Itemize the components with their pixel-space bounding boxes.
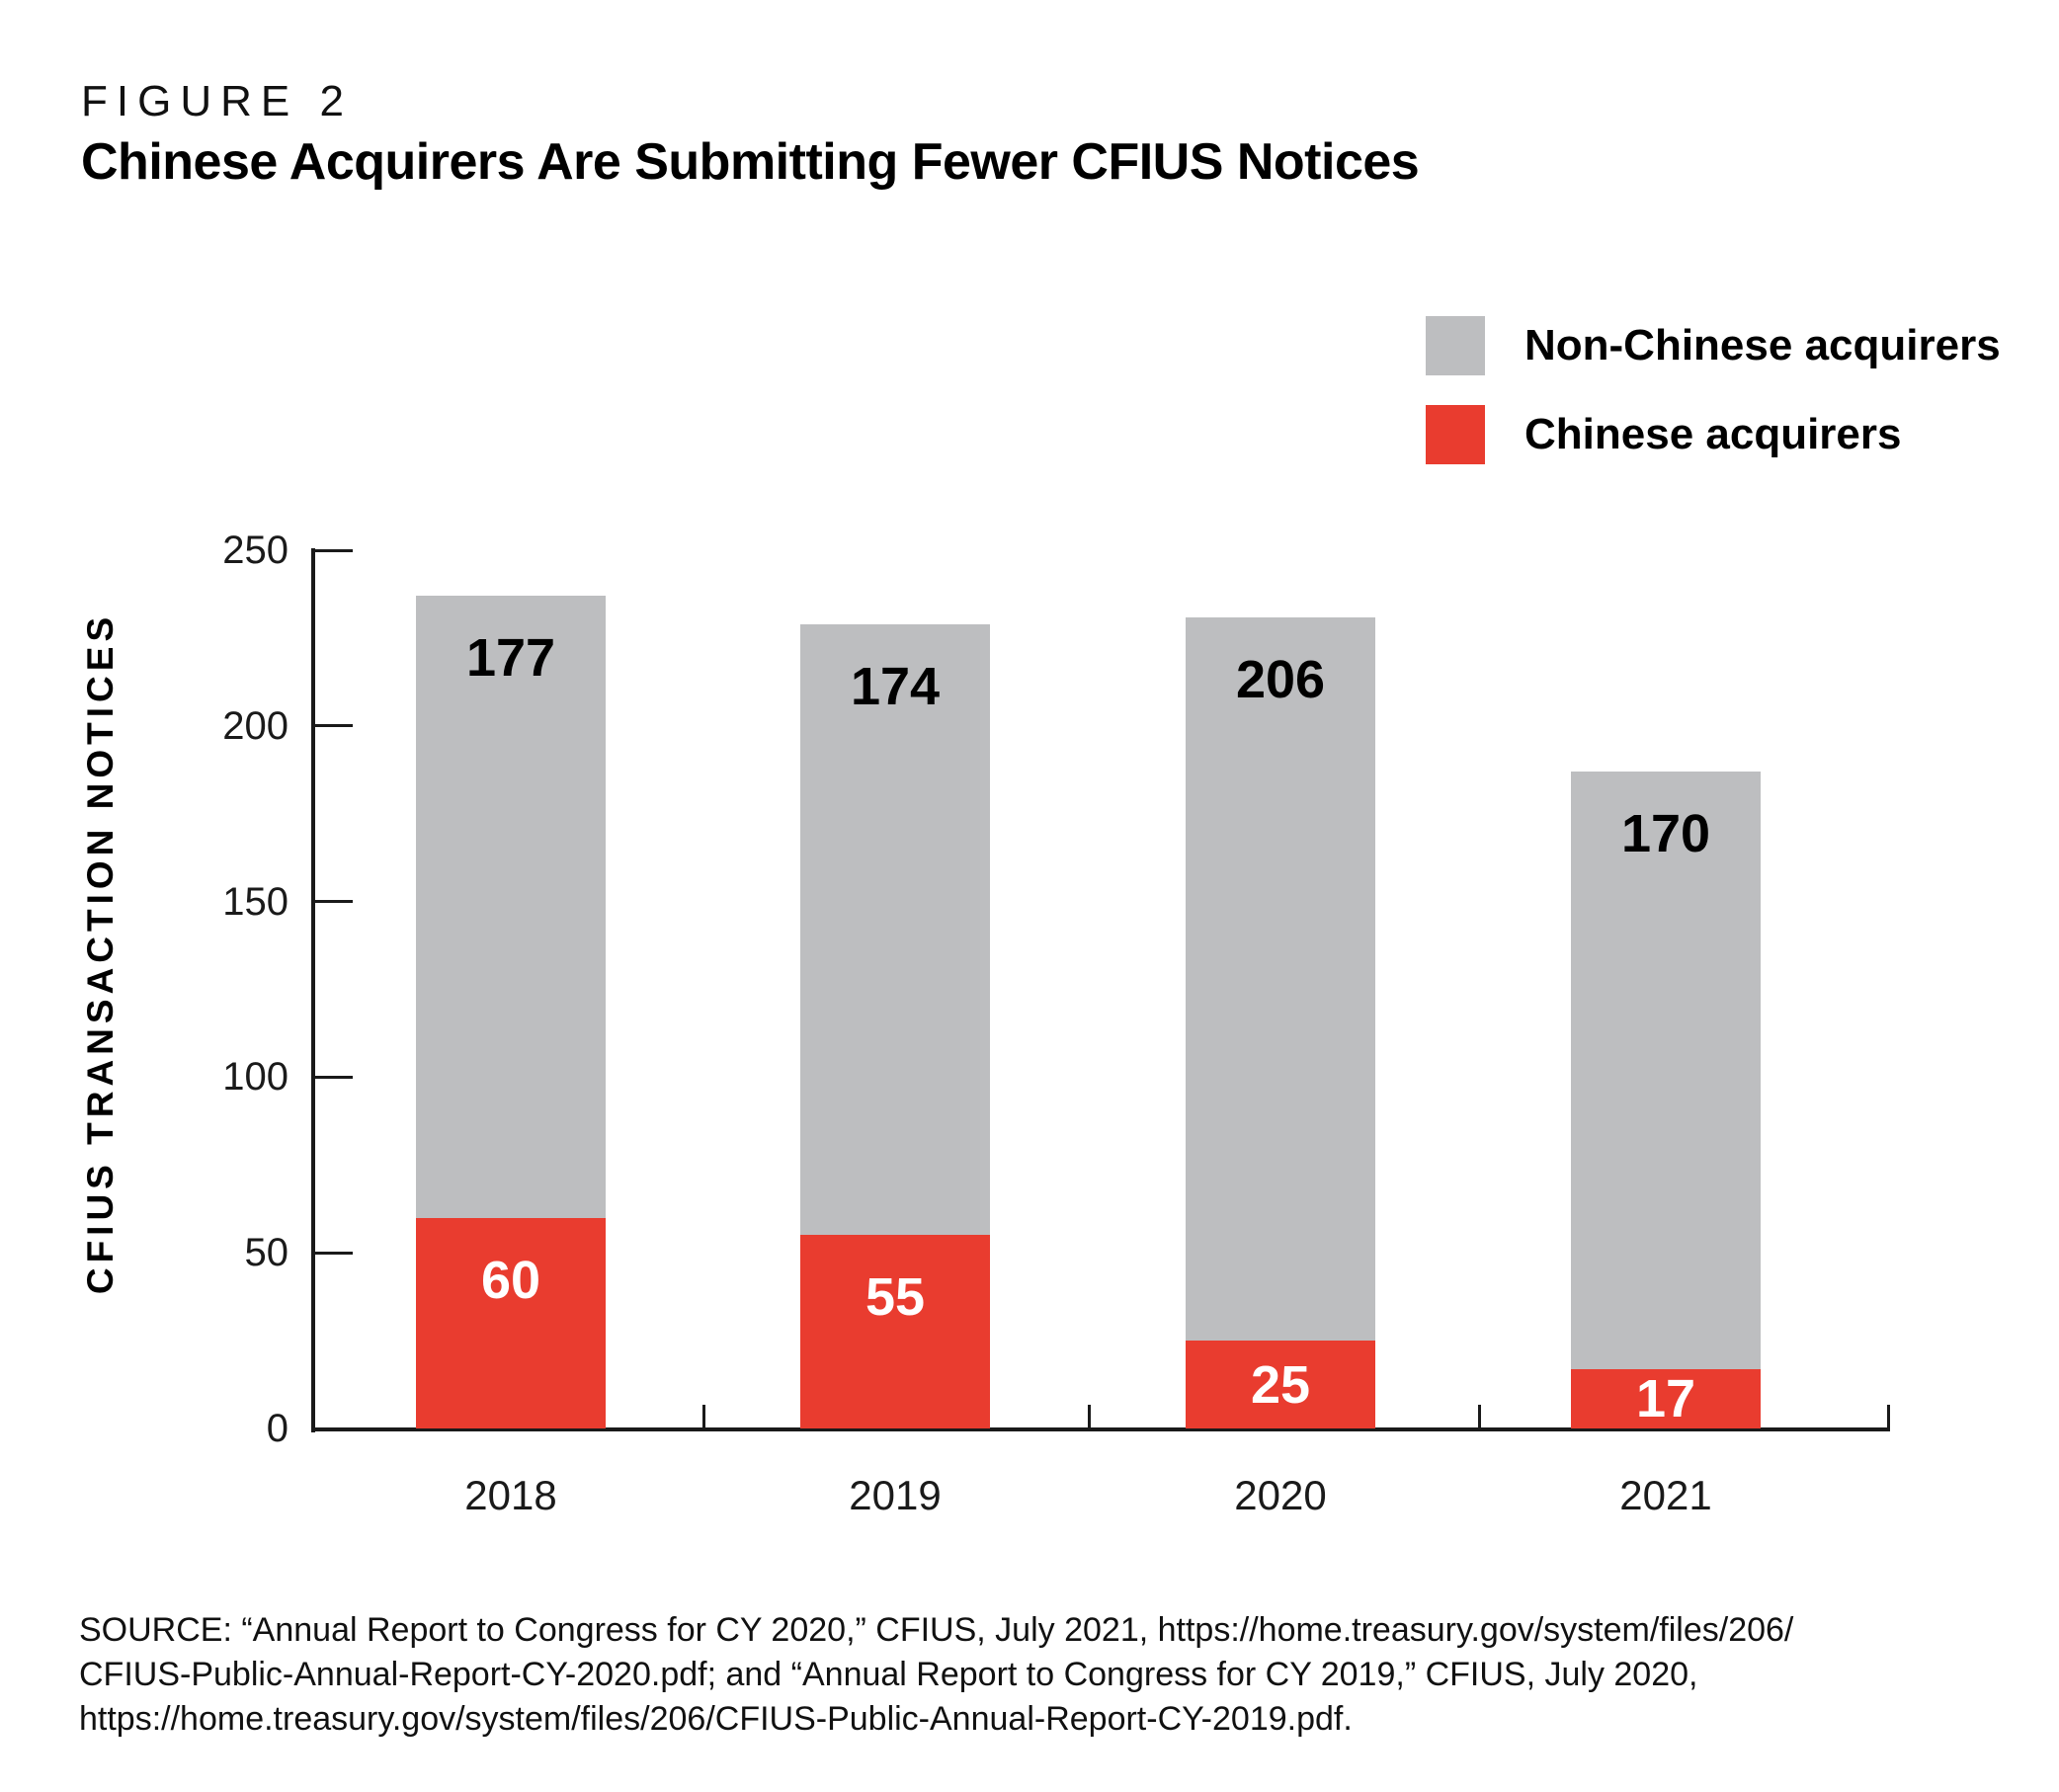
source-line: https://home.treasury.gov/system/files/2… [79, 1700, 1353, 1738]
x-tick-2 [1478, 1405, 1481, 1427]
bar-segment-chinese-2020 [1186, 1341, 1375, 1428]
y-tick-label-150: 150 [222, 879, 288, 924]
y-tick-250 [313, 548, 353, 552]
legend-swatch-non-chinese-icon [1426, 316, 1485, 375]
value-label-non-chinese-2021: 170 [1620, 804, 1711, 864]
y-tick-150 [313, 900, 353, 904]
x-category-label-2019: 2019 [849, 1472, 942, 1518]
source-line: CFIUS-Public-Annual-Report-CY-2020.pdf; … [79, 1656, 1698, 1693]
x-category-label-2020: 2020 [1234, 1472, 1327, 1518]
source-line: SOURCE: “Annual Report to Congress for C… [79, 1611, 1794, 1649]
figure-label: FIGURE 2 [81, 77, 353, 125]
legend-label-chinese: Chinese acquirers [1524, 410, 1902, 458]
y-tick-label-0: 0 [266, 1407, 288, 1450]
bar-segment-non-chinese-2019 [800, 623, 990, 1236]
value-label-chinese-2019: 55 [865, 1267, 926, 1328]
y-tick-label-50: 50 [244, 1231, 289, 1275]
bar-segment-non-chinese-2018 [416, 596, 606, 1218]
figure-title: Chinese Acquirers Are Submitting Fewer C… [81, 133, 1420, 191]
legend-label-non-chinese: Non-Chinese acquirers [1524, 321, 2001, 369]
legend-item-non-chinese: Non-Chinese acquirers [1426, 316, 2001, 375]
y-tick-label-250: 250 [222, 529, 288, 572]
value-label-chinese-2018: 60 [480, 1250, 541, 1310]
legend: Non-Chinese acquirers Chinese acquirers [1426, 316, 2001, 494]
bar-segment-chinese-2019 [800, 1235, 990, 1428]
bar-segment-non-chinese-2020 [1186, 616, 1375, 1342]
y-tick-50 [313, 1251, 353, 1255]
value-label-non-chinese-2019: 174 [850, 656, 941, 716]
source-note: SOURCE: “Annual Report to Congress for C… [79, 1608, 1793, 1742]
bar-segment-chinese-2018 [416, 1217, 606, 1428]
x-category-label-2018: 2018 [464, 1472, 557, 1518]
value-label-non-chinese-2020: 206 [1235, 649, 1326, 709]
x-tick-1 [1088, 1405, 1091, 1427]
legend-item-chinese: Chinese acquirers [1426, 405, 2001, 464]
value-label-non-chinese-2018: 177 [465, 628, 556, 689]
x-tick-3 [1887, 1405, 1890, 1427]
bar-segment-chinese-2021 [1571, 1368, 1761, 1428]
y-tick-100 [313, 1075, 353, 1079]
y-tick-label-100: 100 [222, 1055, 288, 1100]
x-category-label-2021: 2021 [1619, 1472, 1712, 1518]
y-axis-line [311, 548, 315, 1432]
x-tick-0 [702, 1405, 705, 1427]
x-axis-line [311, 1427, 1890, 1431]
bar-segment-non-chinese-2021 [1571, 772, 1761, 1369]
y-tick-200 [313, 724, 353, 728]
y-tick-label-200: 200 [222, 703, 288, 748]
value-label-chinese-2021: 17 [1635, 1368, 1696, 1428]
value-label-chinese-2020: 25 [1250, 1354, 1311, 1415]
legend-swatch-chinese-icon [1426, 405, 1485, 464]
